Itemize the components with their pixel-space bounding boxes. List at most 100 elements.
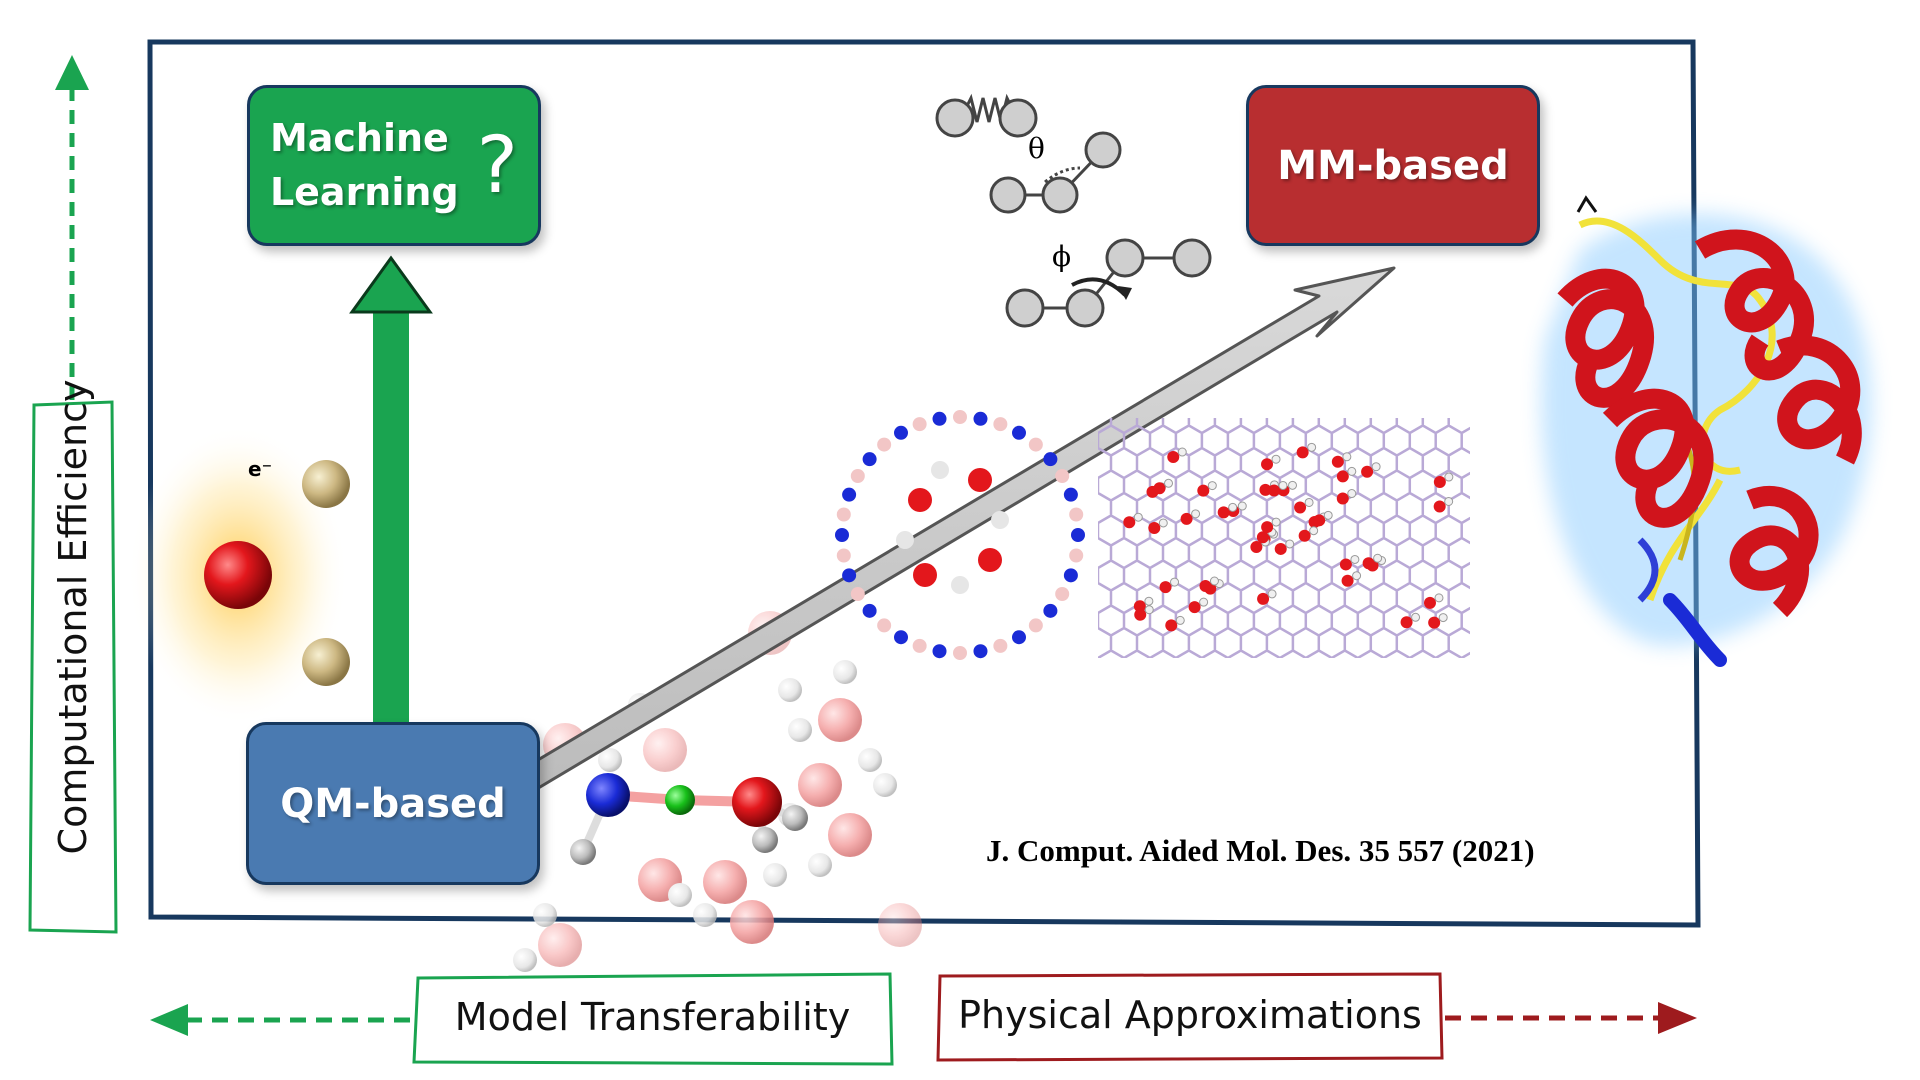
lattice-water-oxygen xyxy=(1313,514,1326,527)
lattice-water-hydrogen xyxy=(1323,510,1333,520)
lattice-water-oxygen xyxy=(1362,557,1375,570)
ring-atom xyxy=(842,568,857,583)
lattice-water-oxygen xyxy=(1153,482,1166,495)
lattice-water-hydrogen xyxy=(1411,612,1421,622)
ring-atom xyxy=(993,417,1008,432)
qm-to-ml-arrowhead xyxy=(349,255,433,314)
x-axis-left-label-frame xyxy=(412,972,894,1066)
qm-based-node: QM-based xyxy=(246,722,540,885)
lattice-water-oxygen xyxy=(1341,574,1354,587)
ring-atom xyxy=(1055,469,1070,483)
lattice-water-oxygen xyxy=(1274,542,1287,555)
lattice-water-oxygen xyxy=(1148,521,1161,534)
lattice-water-hydrogen xyxy=(1285,539,1295,549)
lattice-water-oxygen xyxy=(1199,579,1212,592)
lattice-water-oxygen xyxy=(1133,600,1146,613)
lattice-water-hydrogen xyxy=(1309,526,1319,536)
qm-to-mm-arrow xyxy=(519,266,1396,792)
ring-atom xyxy=(1063,568,1078,583)
lattice-water-oxygen xyxy=(1217,506,1230,519)
lattice-water-oxygen xyxy=(1197,484,1210,497)
mm-based-label: MM-based xyxy=(1277,142,1509,189)
machine-learning-label-line1: Machine xyxy=(269,116,449,161)
machine-learning-node: Machine Learning ? xyxy=(247,85,541,246)
lattice-water-hydrogen xyxy=(1271,517,1281,527)
x-axis-right-arrowhead xyxy=(1658,1002,1697,1034)
ring-atom xyxy=(894,425,908,440)
ring-atom xyxy=(1028,618,1043,633)
y-axis-label: Computational Efficiency xyxy=(51,379,95,855)
x-axis-left-arrowhead xyxy=(150,1004,188,1036)
ring-atom xyxy=(912,417,927,432)
ring-atom xyxy=(993,638,1008,653)
lattice-water-oxygen xyxy=(1188,601,1201,614)
lattice-water-oxygen xyxy=(1261,521,1274,534)
electron-symbol: e⁻ xyxy=(248,457,273,481)
lattice-water-hydrogen xyxy=(1373,553,1383,563)
lattice-water-oxygen xyxy=(1261,458,1274,471)
ring-atom xyxy=(877,618,892,633)
lattice-water-oxygen xyxy=(1336,492,1349,505)
lattice-water-hydrogen xyxy=(1304,497,1314,507)
ring-atom xyxy=(862,452,877,467)
lattice-water-hydrogen xyxy=(1133,512,1143,522)
lattice-water-oxygen xyxy=(1428,616,1441,629)
lattice-water-hydrogen xyxy=(1175,615,1185,625)
ring-atom xyxy=(850,587,865,601)
lattice-water-oxygen xyxy=(1250,541,1263,554)
phi-symbol: ϕ xyxy=(1052,240,1072,273)
lattice-water-oxygen xyxy=(1296,446,1309,459)
ring-water-atom xyxy=(978,548,1002,572)
reaction-molecule xyxy=(570,773,808,865)
ring-atom xyxy=(842,487,857,502)
lattice-water-hydrogen xyxy=(1228,502,1238,512)
ring-atom xyxy=(836,507,851,522)
lattice-water-hydrogen xyxy=(1199,597,1209,607)
lattice-water-hydrogen xyxy=(1207,481,1217,491)
x-axis-left-label: Model Transferability xyxy=(454,995,851,1039)
ring-water-atom xyxy=(896,531,914,549)
lattice-water-hydrogen xyxy=(1158,518,1168,528)
lattice-water-hydrogen xyxy=(1278,480,1288,490)
bond-stretch-icon xyxy=(935,93,1038,138)
lattice-water-oxygen xyxy=(1336,470,1349,483)
lattice-water-hydrogen xyxy=(1347,466,1357,476)
ring-atom xyxy=(894,630,908,645)
x-axis-right-label-frame xyxy=(936,972,1444,1062)
lattice-water-hydrogen xyxy=(1444,496,1454,506)
lattice-water-hydrogen xyxy=(1267,589,1277,599)
ring-atom xyxy=(1055,587,1070,601)
qm-based-label: QM-based xyxy=(280,780,506,827)
y-axis-arrowhead xyxy=(55,55,89,90)
lattice-water-oxygen xyxy=(1259,483,1272,496)
y-axis-label-frame xyxy=(28,400,118,934)
machine-learning-label-line2: Learning xyxy=(269,169,459,214)
lattice-water-hydrogen xyxy=(1144,605,1154,615)
torsion-icon xyxy=(1005,238,1212,328)
lattice-water-hydrogen xyxy=(1170,577,1180,587)
mm-based-node: MM-based xyxy=(1246,85,1540,246)
lattice-water-hydrogen xyxy=(1209,576,1219,586)
ring-atom xyxy=(1012,425,1026,440)
nanotube-lattice xyxy=(1098,418,1470,658)
lattice-water-oxygen xyxy=(1423,596,1436,609)
lattice-water-oxygen xyxy=(1180,512,1193,525)
lattice-water-hydrogen xyxy=(1350,554,1360,564)
ring-atom xyxy=(835,528,849,542)
ring-atom xyxy=(912,638,927,653)
lattice-water-oxygen xyxy=(1339,558,1352,571)
ring-atom xyxy=(877,437,892,452)
electron-sphere-bottom xyxy=(302,638,350,686)
ring-atom xyxy=(1071,528,1085,542)
lattice-water-hydrogen xyxy=(1177,447,1187,457)
ring-atom xyxy=(932,411,947,426)
lattice-water-hydrogen xyxy=(1144,596,1154,606)
lattice-water-oxygen xyxy=(1433,500,1446,513)
ring-water-atom xyxy=(991,511,1009,529)
protein-ribbon xyxy=(1541,195,1872,667)
ring-atom xyxy=(953,646,967,660)
lattice-water-oxygen xyxy=(1134,608,1147,621)
lattice-water-hydrogen xyxy=(1347,489,1357,499)
lattice-water-oxygen xyxy=(1361,465,1374,478)
lattice-water-hydrogen xyxy=(1444,472,1454,482)
